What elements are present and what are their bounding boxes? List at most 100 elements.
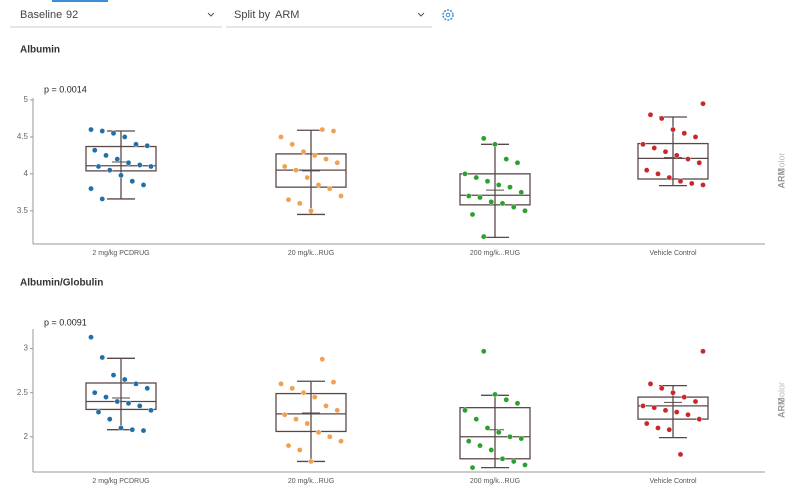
data-point xyxy=(308,458,314,465)
data-point xyxy=(95,163,102,170)
data-point xyxy=(677,451,684,458)
data-point xyxy=(319,356,326,363)
data-point xyxy=(338,193,344,199)
data-point xyxy=(315,429,322,436)
annotation: p = 0.0091 xyxy=(44,317,87,327)
gear xyxy=(442,9,454,21)
data-point xyxy=(696,416,703,422)
data-point xyxy=(480,233,487,240)
data-point xyxy=(681,394,688,400)
data-point xyxy=(492,141,498,148)
split-dropdown[interactable]: Split by ARM xyxy=(226,9,432,28)
data-point xyxy=(488,447,495,453)
data-point xyxy=(514,159,521,166)
data-point xyxy=(125,400,132,407)
data-point xyxy=(666,174,673,181)
data-point xyxy=(522,462,528,468)
data-point xyxy=(99,196,106,202)
mean-marker xyxy=(112,389,130,406)
data-point xyxy=(492,391,498,398)
data-point xyxy=(510,204,517,210)
box xyxy=(85,145,157,172)
data-point xyxy=(103,152,109,159)
data-point xyxy=(334,159,341,166)
mean-marker xyxy=(302,404,320,421)
box xyxy=(275,392,347,433)
data-point xyxy=(338,438,344,444)
data-point xyxy=(469,211,476,218)
data-point xyxy=(326,185,333,192)
x-tick-label: 200 mg/k...RUG xyxy=(470,478,520,485)
data-point xyxy=(647,111,654,118)
data-point xyxy=(125,159,132,166)
data-point xyxy=(300,148,307,155)
data-point xyxy=(507,433,513,440)
chevron xyxy=(207,12,215,17)
data-point xyxy=(688,180,695,187)
data-point xyxy=(330,379,337,385)
data-point xyxy=(510,458,517,465)
data-point xyxy=(144,385,151,392)
data-point xyxy=(136,162,143,168)
data-point xyxy=(88,334,94,340)
data-point xyxy=(99,128,106,134)
data-point xyxy=(315,182,322,188)
data-point xyxy=(484,178,491,185)
data-point xyxy=(304,174,311,181)
data-point xyxy=(91,147,98,154)
data-point xyxy=(681,130,688,137)
x-tick-label: 200 mg/k...RUG xyxy=(470,250,520,257)
color-legend-value: ARM xyxy=(776,398,786,419)
data-point xyxy=(88,185,94,192)
data-point xyxy=(114,156,121,162)
gear-hub xyxy=(445,12,451,18)
data-point xyxy=(462,407,468,414)
data-point xyxy=(289,385,296,392)
data-point xyxy=(304,420,311,427)
data-point xyxy=(651,145,658,151)
data-point xyxy=(473,174,480,181)
data-point xyxy=(514,400,521,407)
data-point xyxy=(103,394,109,400)
data-point xyxy=(692,134,699,140)
y-tick-label: 5 xyxy=(24,95,29,104)
data-point xyxy=(293,416,299,422)
data-point xyxy=(326,433,333,440)
baseline-dropdown[interactable]: Baseline 92 xyxy=(10,9,222,28)
data-point xyxy=(148,163,154,170)
data-point xyxy=(99,354,106,361)
data-point xyxy=(499,455,506,462)
data-point xyxy=(95,409,102,415)
x-tick-label: 2 mg/kg PCDRUG xyxy=(92,478,149,485)
data-point xyxy=(473,416,480,422)
data-point xyxy=(133,141,139,148)
data-point xyxy=(285,442,292,449)
color-legend-label: Color xyxy=(776,152,786,174)
data-point xyxy=(319,126,326,133)
data-point xyxy=(114,398,121,405)
x-tick-label: 20 mg/k...RUG xyxy=(288,478,334,485)
y-tick-label: 2.5 xyxy=(17,388,29,397)
box xyxy=(459,173,531,206)
data-point xyxy=(465,438,472,444)
data-point xyxy=(110,372,117,378)
data-point xyxy=(651,404,658,411)
data-point xyxy=(640,141,646,148)
x-tick-label: Vehicle Control xyxy=(649,250,697,257)
y-tick-label: 3.5 xyxy=(17,206,29,215)
data-point xyxy=(655,425,661,431)
data-point xyxy=(700,182,706,188)
data-point xyxy=(334,407,341,414)
chart-title: Albumin xyxy=(20,45,60,56)
data-point xyxy=(503,396,510,403)
data-point xyxy=(658,385,665,392)
y-tick-label: 3 xyxy=(24,344,29,353)
data-point xyxy=(503,156,510,162)
settings-button[interactable] xyxy=(442,9,454,21)
data-point xyxy=(148,407,154,414)
data-point xyxy=(118,425,124,431)
data-point xyxy=(692,398,699,405)
data-point xyxy=(465,193,472,199)
data-point xyxy=(140,427,147,434)
data-point xyxy=(106,416,113,422)
